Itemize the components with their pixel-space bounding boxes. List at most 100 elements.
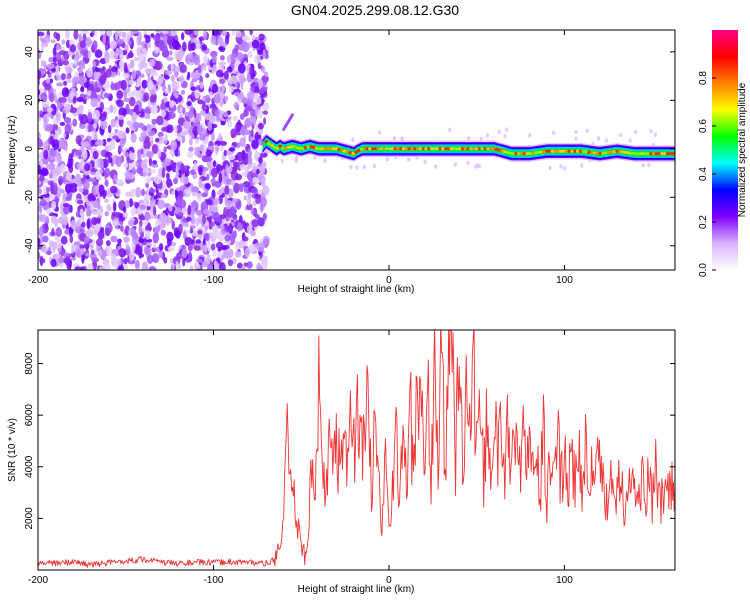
noise-speck [559, 164, 563, 169]
band-hotspot [651, 152, 656, 156]
noise-speck [63, 80, 67, 86]
noise-speck [130, 207, 136, 217]
noise-speck [60, 235, 68, 245]
noise-speck [247, 155, 253, 166]
noise-speck [155, 30, 162, 33]
noise-speck [203, 245, 208, 253]
noise-speck [259, 203, 264, 213]
noise-speck [235, 121, 242, 132]
noise-speck [67, 158, 73, 170]
noise-speck [188, 110, 194, 119]
noise-speck [219, 262, 226, 270]
noise-speck [185, 238, 192, 246]
noise-speck [122, 72, 130, 78]
band-hotspot [446, 147, 451, 151]
noise-speck [146, 151, 154, 158]
noise-speck [140, 73, 145, 79]
noise-speck [196, 43, 201, 48]
noise-speck [138, 224, 142, 236]
y-tick-label: 2000 [24, 507, 35, 530]
noise-speck [151, 144, 159, 154]
noise-speck [251, 219, 259, 228]
noise-speck [87, 123, 94, 132]
band-hotspot [463, 147, 468, 151]
noise-speck [145, 246, 151, 255]
noise-speck [234, 154, 238, 161]
noise-speck [109, 104, 114, 113]
noise-speck [166, 178, 172, 189]
band-hotspot [421, 147, 426, 151]
band-hotspot [578, 149, 583, 153]
noise-speck [172, 88, 178, 97]
noise-speck [131, 30, 139, 35]
band-hotspot [559, 149, 563, 153]
noise-speck [226, 66, 233, 73]
noise-speck [123, 97, 131, 103]
noise-speck [65, 67, 73, 74]
noise-speck [40, 59, 44, 68]
noise-speck [136, 167, 143, 174]
noise-speck [91, 257, 99, 263]
noise-speck [43, 149, 49, 160]
noise-speck [653, 132, 657, 137]
band-hotspot [508, 151, 513, 155]
noise-speck [212, 197, 220, 205]
noise-speck [230, 53, 236, 63]
noise-speck [179, 107, 183, 113]
noise-speck [51, 200, 57, 210]
noise-speck [64, 117, 72, 124]
noise-speck [38, 138, 43, 148]
noise-speck [196, 124, 203, 136]
noise-speck [199, 81, 204, 89]
noise-speck [227, 259, 233, 267]
noise-speck [372, 163, 377, 169]
noise-speck [241, 97, 248, 104]
noise-speck [647, 162, 651, 168]
noise-speck [123, 236, 130, 243]
x-tick-label: 100 [556, 275, 573, 286]
colorbar: 0.0 0.2 0.4 0.6 0.8 Normalized spectral ampl… [698, 30, 748, 277]
band-hotspot [587, 150, 591, 154]
band-hotspot [306, 145, 311, 149]
noise-speck [225, 216, 230, 222]
noise-speck [123, 162, 129, 169]
noise-speck [226, 55, 232, 64]
noise-speck [173, 124, 178, 135]
y-tick-label: 8000 [24, 352, 35, 375]
noise-speck [76, 199, 84, 205]
noise-speck [61, 73, 66, 81]
noise-speck [206, 155, 213, 162]
band-hotspot [623, 150, 628, 154]
noise-speck [107, 188, 111, 195]
y-tick-label: -20 [24, 190, 35, 205]
noise-speck [193, 161, 198, 172]
noise-speck [133, 57, 140, 62]
noise-speck [150, 33, 155, 38]
noise-speck [108, 156, 113, 164]
snr-y-label: SNR (10 * v/v) [7, 418, 18, 482]
noise-speck [235, 30, 242, 38]
noise-speck [205, 149, 212, 157]
noise-speck [72, 96, 77, 104]
noise-speck [167, 246, 175, 252]
band-hotspot [326, 147, 330, 151]
band-hotspot [337, 148, 341, 152]
noise-speck [137, 122, 144, 129]
noise-speck [223, 112, 228, 118]
band-hotspot [590, 151, 594, 155]
noise-speck [110, 235, 118, 243]
noise-speck [171, 80, 178, 92]
noise-speck [453, 162, 457, 167]
noise-speck [114, 211, 121, 218]
band-hotspot [399, 147, 403, 151]
noise-cloud [38, 30, 657, 270]
noise-speck [113, 174, 117, 182]
noise-speck [49, 135, 54, 145]
noise-speck [135, 245, 143, 256]
noise-speck [184, 30, 193, 35]
band-hotspot [477, 147, 482, 151]
noise-speck [52, 56, 57, 64]
noise-speck [215, 69, 224, 78]
noise-speck [114, 30, 119, 41]
noise-speck [188, 146, 194, 153]
